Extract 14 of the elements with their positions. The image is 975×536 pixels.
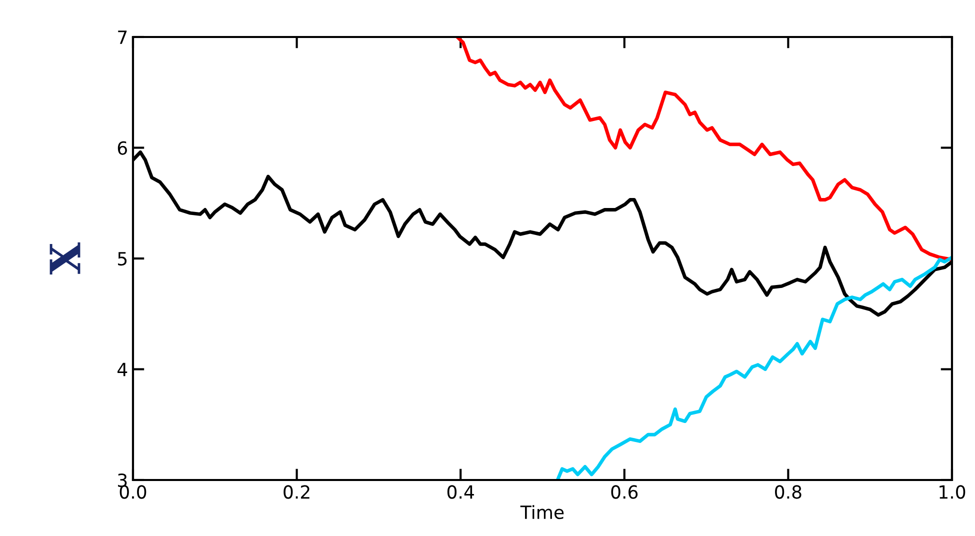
line-series xyxy=(456,36,952,262)
x-axis-title: Time xyxy=(520,505,564,520)
y-tick-label: 5 xyxy=(118,252,127,266)
y-tick-label: 6 xyxy=(118,141,127,155)
x-tick-label: 0.4 xyxy=(447,485,474,499)
y-tick-label: 4 xyxy=(118,362,128,376)
x-tick-label: 0.6 xyxy=(611,485,638,499)
line-series xyxy=(556,256,952,480)
x-tick-label: 0.8 xyxy=(775,485,802,499)
y-tick-label: 7 xyxy=(118,30,127,44)
x-tick-label: 0.2 xyxy=(284,485,310,499)
x-tick-label: 1.0 xyxy=(940,485,966,499)
y-axis-title: X xyxy=(50,242,80,274)
x-tick-label: 0.0 xyxy=(120,485,146,499)
